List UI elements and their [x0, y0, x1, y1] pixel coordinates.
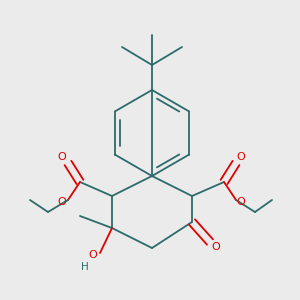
Text: O: O [212, 242, 220, 252]
Text: O: O [88, 250, 98, 260]
Text: H: H [81, 262, 89, 272]
Text: O: O [237, 152, 245, 162]
Text: O: O [58, 197, 66, 207]
Text: O: O [237, 197, 245, 207]
Text: O: O [58, 152, 66, 162]
